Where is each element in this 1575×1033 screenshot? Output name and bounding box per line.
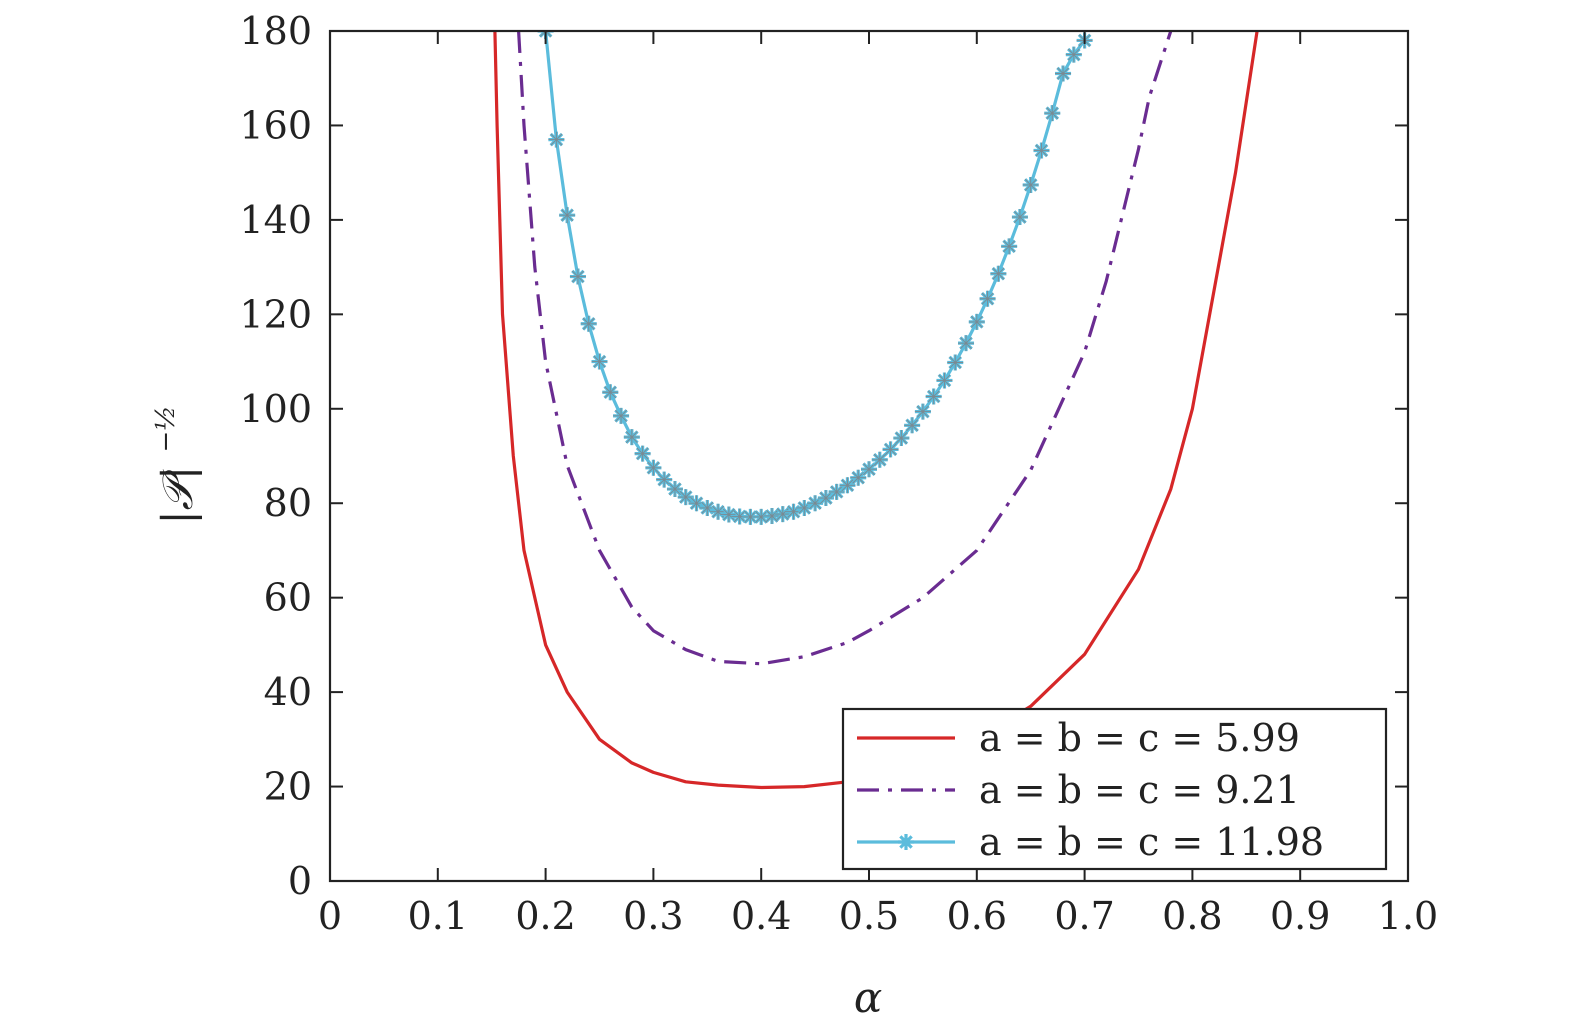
series-3-marker-outline — [839, 477, 856, 494]
x-tick-label: 0 — [318, 894, 342, 938]
series-3-marker-outline — [925, 388, 942, 405]
series-3-marker-outline — [699, 499, 716, 516]
series-3-marker-outline — [677, 489, 694, 506]
y-tick-label: 40 — [264, 670, 312, 714]
y-tick-label: 180 — [239, 9, 312, 53]
series-3-marker-outline — [807, 495, 824, 512]
series-3-marker-outline — [548, 131, 565, 148]
series-3 — [537, 31, 1093, 525]
x-tick-label: 0.5 — [839, 894, 899, 938]
series-3-marker-outline — [569, 268, 586, 285]
series-3-marker-outline — [613, 407, 630, 424]
legend-label-1: a = b = c = 5.99 — [979, 716, 1300, 760]
series-3-marker-outline — [871, 451, 888, 468]
series-3-marker-outline — [1001, 238, 1018, 255]
series-3-marker-outline — [559, 207, 576, 224]
y-tick-label: 20 — [264, 765, 312, 809]
x-tick-label: 0.2 — [515, 894, 575, 938]
svg-text:|𝒫| −½: |𝒫| −½ — [151, 406, 202, 525]
y-tick-label: 140 — [239, 198, 312, 242]
series-layer — [493, 31, 1259, 790]
x-tick-label: 0.9 — [1270, 894, 1330, 938]
axes-layer: 0 0.1 0.2 0.3 0.4 0.5 0.6 0.7 0.8 0.9 1.0 0 20 40 60 80… — [239, 9, 1438, 938]
series-3-marker-outline — [720, 506, 737, 523]
series-3-marker-outline — [602, 384, 619, 401]
series-3-marker-outline — [958, 335, 975, 352]
series-3-marker-outline — [828, 483, 845, 500]
legend-marker-3 — [898, 834, 914, 850]
series-3-marker-outline — [979, 290, 996, 307]
series-3-marker-outline — [666, 481, 683, 498]
x-tick-label: 0.4 — [731, 894, 791, 938]
legend-label-2: a = b = c = 9.21 — [979, 768, 1300, 812]
series-3-marker-outline — [753, 508, 770, 525]
legend-label-3: a = b = c = 11.98 — [979, 820, 1324, 864]
x-tick-label: 1.0 — [1378, 894, 1438, 938]
series-3-marker-outline — [1044, 105, 1061, 122]
series-3-marker-outline — [785, 503, 802, 520]
series-3-marker-outline — [914, 403, 931, 420]
series-3-marker-outline — [1022, 176, 1039, 193]
series-1-line — [493, 31, 1259, 790]
x-tick-label: 0.6 — [947, 894, 1007, 938]
y-axis-title-superscript: −½ — [151, 406, 181, 453]
series-2 — [517, 31, 1173, 666]
series-2-line — [517, 31, 1173, 666]
series-3-marker-outline — [634, 445, 651, 462]
y-tick-label: 100 — [239, 387, 312, 431]
series-3-marker-outline — [656, 471, 673, 488]
series-1 — [493, 31, 1259, 790]
series-3-marker-outline — [1065, 46, 1082, 63]
series-3-marker-outline — [1011, 209, 1028, 226]
x-tick-label: 0.1 — [408, 894, 468, 938]
series-3-marker-outline — [947, 354, 964, 371]
series-3-marker-outline — [1033, 142, 1050, 159]
series-3-marker-outline — [1055, 65, 1072, 82]
x-tick-label: 0.7 — [1054, 894, 1114, 938]
series-3-marker-outline — [817, 490, 834, 507]
series-3-marker-outline — [893, 430, 910, 447]
series-3-marker-outline — [850, 469, 867, 486]
y-tick-label: 80 — [264, 481, 312, 525]
series-3-marker-outline — [731, 508, 748, 525]
y-tick-label: 0 — [288, 859, 312, 903]
series-3-marker-outline — [710, 503, 727, 520]
series-3-marker-outline — [623, 429, 640, 446]
series-3-marker-outline — [645, 459, 662, 476]
series-3-marker-outline — [774, 506, 791, 523]
x-tick-label: 0.3 — [623, 894, 683, 938]
y-tick-label: 60 — [264, 576, 312, 620]
series-3-marker-outline — [968, 313, 985, 330]
x-tick-label: 0.8 — [1162, 894, 1222, 938]
y-tick-label: 160 — [239, 103, 312, 147]
series-3-marker-outline — [904, 417, 921, 434]
series-3-marker-outline — [580, 315, 597, 332]
y-axis-title-main: |𝒫| — [153, 466, 202, 525]
series-3-marker-outline — [688, 495, 705, 512]
series-3-marker-outline — [591, 353, 608, 370]
series-3-marker-outline — [861, 461, 877, 478]
series-3-marker-outline — [882, 441, 899, 458]
series-3-marker-outline — [990, 265, 1007, 282]
legend: a = b = c = 5.99 a = b = c = 9.21 a = b = … — [841, 707, 1388, 871]
y-axis-title: |𝒫| −½ — [151, 406, 202, 525]
series-3-marker-outline — [742, 508, 759, 525]
series-3-marker-outline — [936, 372, 953, 389]
x-axis-title: α — [854, 973, 882, 1022]
series-3-marker-outline — [796, 499, 813, 516]
series-3-marker-outline — [763, 507, 780, 524]
y-tick-label: 120 — [239, 292, 312, 336]
